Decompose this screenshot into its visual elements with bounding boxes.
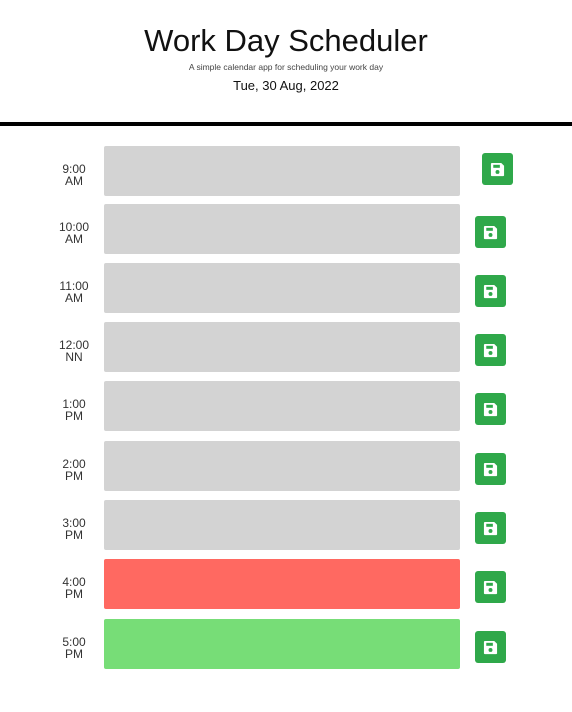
hour-label: 12:00 NN xyxy=(44,339,104,363)
floppy-disk-icon xyxy=(483,225,498,239)
floppy-disk-icon xyxy=(483,640,498,654)
hour-label: 2:00 PM xyxy=(44,458,104,482)
hour-label: 11:00 AM xyxy=(44,280,104,304)
save-button[interactable] xyxy=(475,216,506,248)
hour-time: 11:00 xyxy=(59,279,89,293)
event-input[interactable] xyxy=(104,322,460,372)
event-input[interactable] xyxy=(104,619,460,669)
event-input[interactable] xyxy=(104,204,460,254)
hour-period: PM xyxy=(65,409,83,423)
hour-time: 4:00 xyxy=(62,575,86,589)
hour-period: PM xyxy=(65,528,83,542)
current-date: Tue, 30 Aug, 2022 xyxy=(233,78,339,93)
floppy-disk-icon xyxy=(483,343,498,357)
time-block-row: 4:00 PM xyxy=(0,559,572,609)
hour-period: NN xyxy=(65,350,83,364)
hour-time: 1:00 xyxy=(62,397,86,411)
floppy-disk-icon xyxy=(483,462,498,476)
hour-time: 2:00 xyxy=(62,457,86,471)
save-button[interactable] xyxy=(475,334,506,366)
hour-time: 5:00 xyxy=(62,635,86,649)
hour-label: 9:00 AM xyxy=(44,163,104,187)
save-button[interactable] xyxy=(475,631,506,663)
time-block-row: 12:00 NN xyxy=(0,322,572,372)
floppy-disk-icon xyxy=(483,402,498,416)
hour-time: 3:00 xyxy=(62,516,86,530)
page-subtitle: A simple calendar app for scheduling you… xyxy=(188,62,384,72)
page-header: Work Day Scheduler A simple calendar app… xyxy=(0,0,572,122)
header-divider xyxy=(0,122,572,126)
hour-time: 12:00 xyxy=(58,338,90,352)
time-block-row: 11:00 AM xyxy=(0,263,572,313)
time-block-row: 9:00 AM xyxy=(0,146,572,196)
time-block-row: 5:00 PM xyxy=(0,619,572,669)
hour-period: AM xyxy=(65,232,83,246)
hour-period: AM xyxy=(65,174,83,188)
event-input[interactable] xyxy=(104,500,460,550)
save-button[interactable] xyxy=(475,393,506,425)
hour-time: 10:00 xyxy=(58,220,90,234)
hour-label: 10:00 AM xyxy=(44,221,104,245)
save-button[interactable] xyxy=(475,571,506,603)
page-title: Work Day Scheduler xyxy=(144,23,428,58)
event-input[interactable] xyxy=(104,146,460,196)
hour-period: PM xyxy=(65,587,83,601)
save-button[interactable] xyxy=(482,153,513,185)
hour-time: 9:00 xyxy=(62,162,86,176)
time-block-row: 3:00 PM xyxy=(0,500,572,550)
hour-period: AM xyxy=(65,291,83,305)
floppy-disk-icon xyxy=(483,284,498,298)
save-button[interactable] xyxy=(475,512,506,544)
hour-label: 1:00 PM xyxy=(44,398,104,422)
time-block-row: 10:00 AM xyxy=(0,204,572,254)
time-block-row: 1:00 PM xyxy=(0,381,572,431)
hour-period: PM xyxy=(65,647,83,661)
event-input[interactable] xyxy=(104,263,460,313)
hour-label: 4:00 PM xyxy=(44,576,104,600)
floppy-disk-icon xyxy=(490,162,505,176)
event-input[interactable] xyxy=(104,381,460,431)
time-block-list: 9:00 AM 10:00 AM 11:00 AM 12:00 NN 1:00 PM 2:00 PM 3… xyxy=(0,126,572,712)
floppy-disk-icon xyxy=(483,580,498,594)
event-input[interactable] xyxy=(104,441,460,491)
hour-period: PM xyxy=(65,469,83,483)
hour-label: 5:00 PM xyxy=(44,636,104,660)
event-input[interactable] xyxy=(104,559,460,609)
save-button[interactable] xyxy=(475,453,506,485)
hour-label: 3:00 PM xyxy=(44,517,104,541)
save-button[interactable] xyxy=(475,275,506,307)
floppy-disk-icon xyxy=(483,521,498,535)
time-block-row: 2:00 PM xyxy=(0,441,572,491)
